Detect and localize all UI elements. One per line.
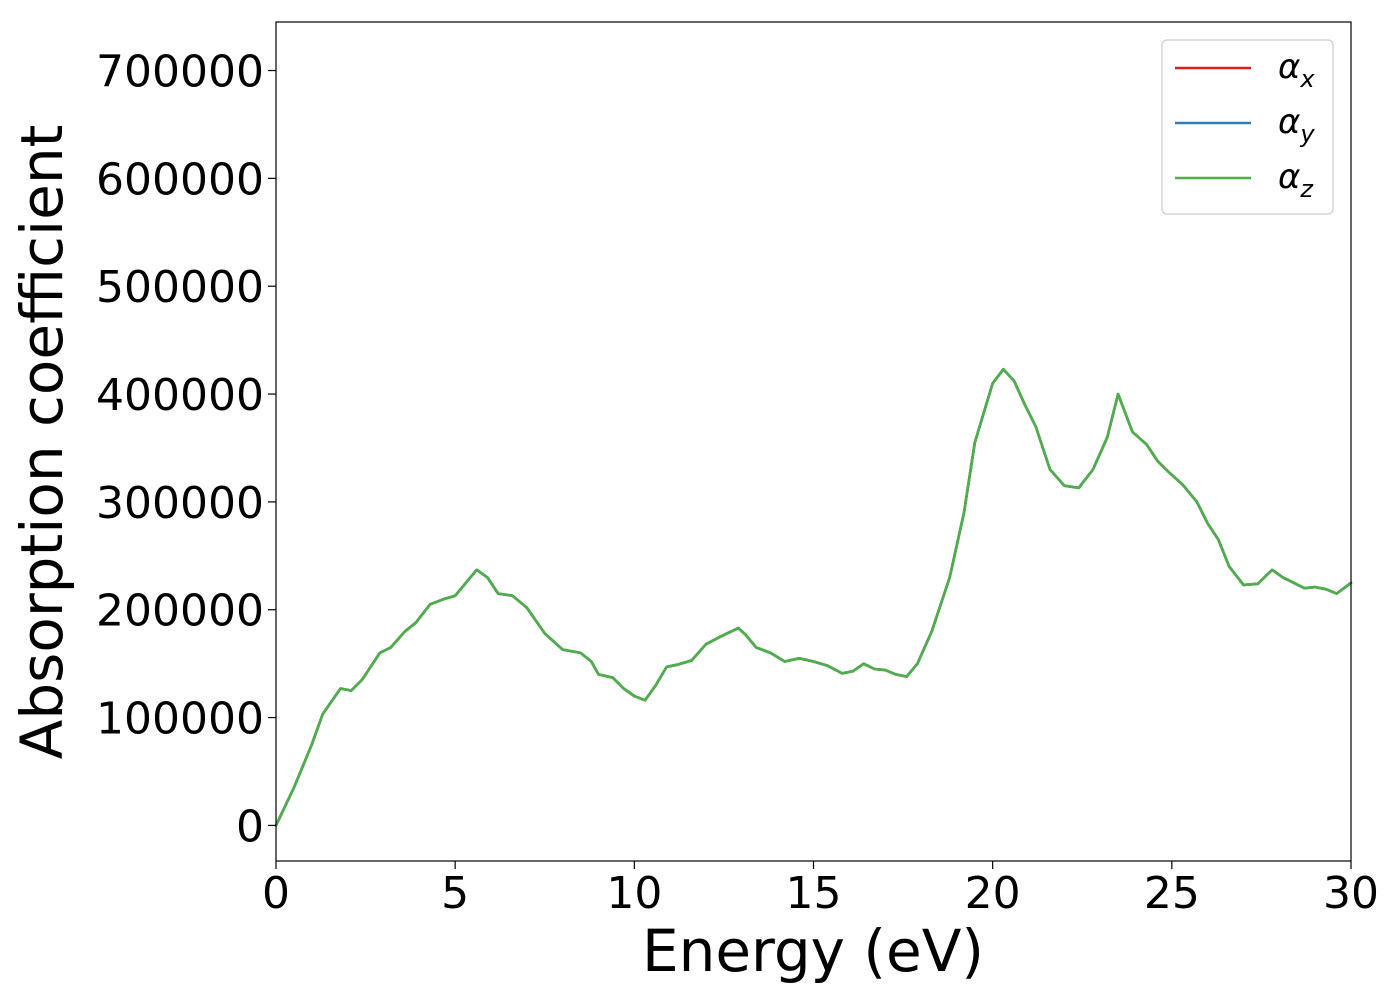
series-line-2 [274, 367, 1353, 827]
x-tick-label: 20 [965, 868, 1021, 919]
x-axis: 0 5 10 15 20 25 30 [262, 861, 1379, 919]
series-line-1 [274, 367, 1353, 827]
x-tick-label: 10 [606, 868, 662, 919]
x-tick-label: 30 [1323, 868, 1379, 919]
legend: αx αy αz [1161, 39, 1334, 215]
y-tick-label: 700000 [96, 47, 264, 98]
x-tick-label: 25 [1144, 868, 1200, 919]
y-tick-label: 0 [236, 801, 264, 852]
legend-label-z: αz [1278, 157, 1314, 203]
y-tick-label: 100000 [96, 694, 264, 745]
legend-label-x: αx [1278, 47, 1315, 93]
x-tick-label: 0 [262, 868, 290, 919]
y-axis: 0 100000 200000 300000 400000 500000 600000 700… [96, 47, 276, 852]
series-layer [274, 367, 1353, 827]
y-tick-label: 600000 [96, 154, 264, 205]
y-tick-label: 400000 [96, 370, 264, 421]
x-tick-label: 15 [786, 868, 842, 919]
series-line-3 [274, 367, 1353, 827]
y-tick-label: 500000 [96, 262, 264, 313]
legend-label-y: αy [1278, 102, 1315, 148]
legend-box [1161, 39, 1334, 215]
x-tick-label: 5 [441, 868, 469, 919]
y-tick-label: 300000 [96, 478, 264, 529]
y-tick-label: 200000 [96, 586, 264, 637]
y-axis-label: Absorption coefficient [8, 125, 76, 760]
x-axis-label: Energy (eV) [642, 917, 984, 985]
